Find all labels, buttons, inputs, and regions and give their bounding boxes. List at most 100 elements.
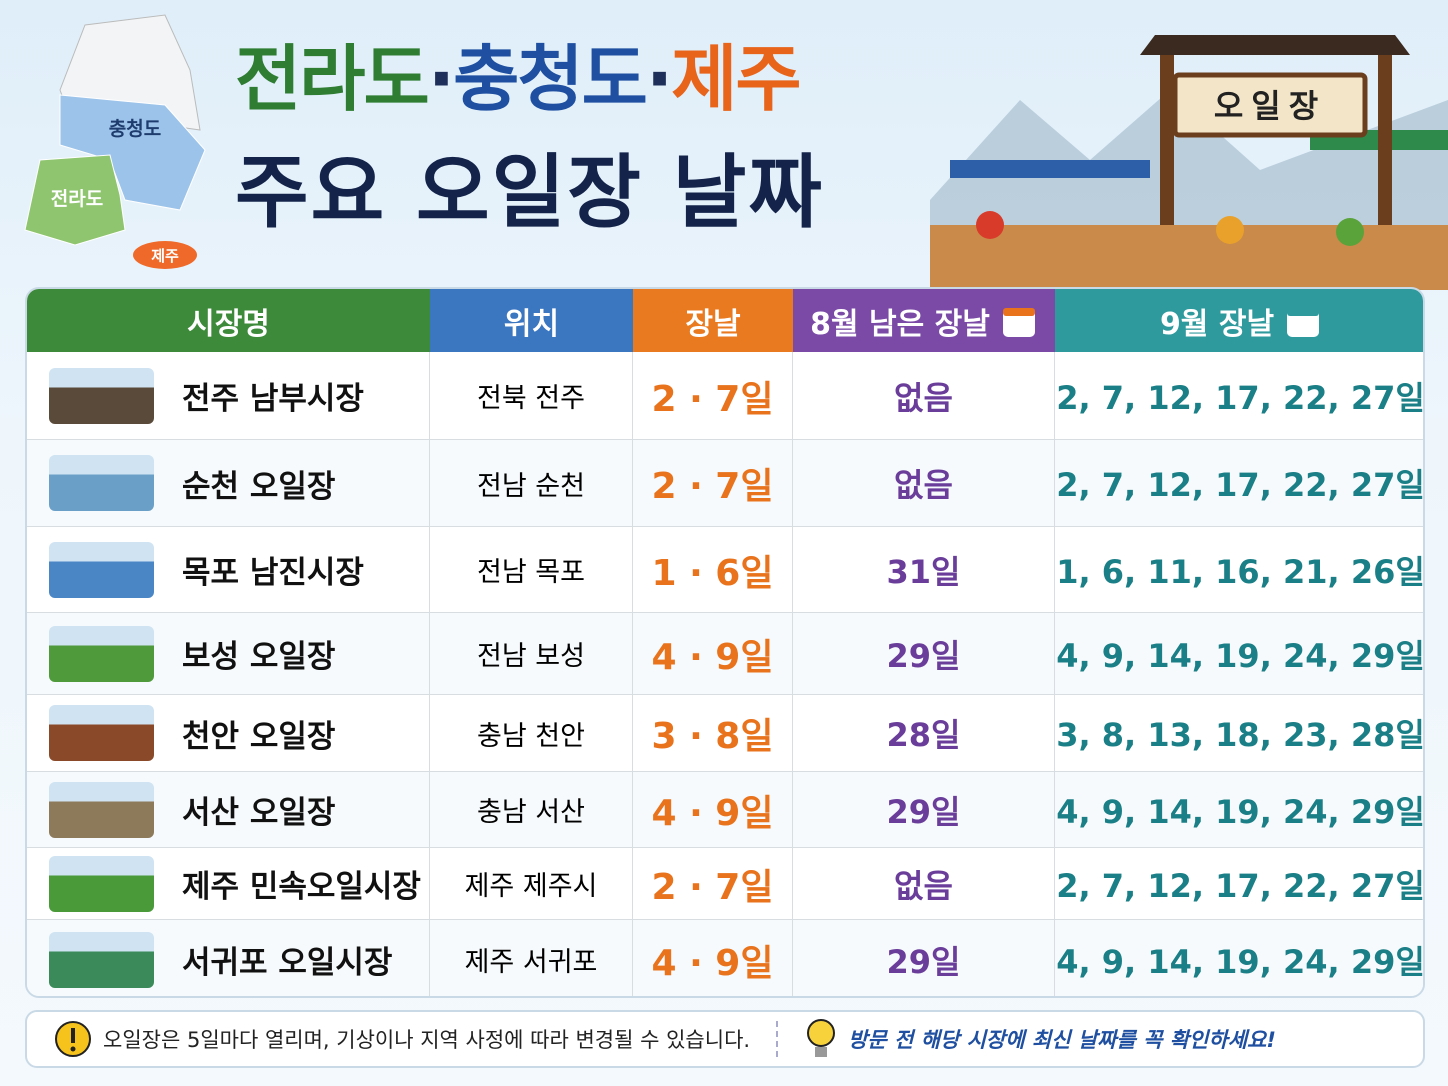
market-icon <box>49 625 154 682</box>
market-days: 1 · 6일 <box>633 527 793 613</box>
cell-text: 전남 보성 <box>477 641 585 672</box>
sign-board <box>1172 72 1368 138</box>
cell-text: 4, 9, 14, 19, 24, 29일 <box>1056 636 1425 675</box>
market-days: 2 · 7일 <box>633 440 793 527</box>
market-icon <box>49 541 154 598</box>
cell-text: 서산 오일장 <box>182 795 336 831</box>
location: 충남 천안 <box>430 695 633 772</box>
market-days: 4 · 9일 <box>633 772 793 848</box>
market-days: 4 · 9일 <box>633 920 793 996</box>
september-days: 2, 7, 12, 17, 22, 27일 <box>1055 352 1425 440</box>
footer: 오일장은 5일마다 열리며, 기상이나 지역 사정에 따라 변경될 수 있습니다… <box>25 1010 1425 1068</box>
title-line2: 주요 오일장 날짜 <box>235 146 824 239</box>
market-icon <box>49 455 154 511</box>
header-text: 9월 장날 <box>1159 306 1275 342</box>
cell-text: 2, 7, 12, 17, 22, 27일 <box>1056 378 1425 417</box>
cell-text: 2, 7, 12, 17, 22, 27일 <box>1056 866 1425 905</box>
cell-text: 없음 <box>894 866 953 905</box>
cell-text: 전주 남부시장 <box>182 381 364 417</box>
september-days: 1, 6, 11, 16, 21, 26일 <box>1055 527 1423 613</box>
september-days: 2, 7, 12, 17, 22, 27일 <box>1055 848 1425 920</box>
title-part: · <box>427 37 455 121</box>
market-icon <box>49 931 154 988</box>
stalls <box>930 225 1448 290</box>
title-part: 충청도 <box>453 37 648 121</box>
cell-text: 전남 목포 <box>477 557 585 588</box>
cell-text: 2 · 7일 <box>651 866 774 908</box>
header-text: 8월 남은 장날 <box>810 306 990 342</box>
header-cell: 9월 장날 <box>1055 289 1423 352</box>
cell-text: 충남 천안 <box>477 720 585 752</box>
awning <box>950 160 1150 178</box>
calendar-icon <box>1287 307 1320 337</box>
produce <box>1216 216 1244 244</box>
cell-text: 전남 순천 <box>477 470 585 502</box>
august-days: 29일 <box>793 920 1055 996</box>
map-jeolla <box>24 154 126 246</box>
divider <box>776 1021 779 1057</box>
cell-text: 2, 7, 12, 17, 22, 27일 <box>1056 466 1425 504</box>
market-illustration: 오일장 <box>930 35 1448 290</box>
august-days: 31일 <box>793 527 1055 613</box>
market-icon <box>49 367 154 424</box>
title-part: 전라도 <box>235 37 430 121</box>
header-cell: 시장명 <box>27 289 430 352</box>
market-name: 천안 오일장 <box>27 695 430 772</box>
august-days: 29일 <box>793 613 1055 695</box>
market-days: 3 · 8일 <box>633 695 793 772</box>
august-days: 없음 <box>793 848 1055 920</box>
location: 전북 전주 <box>430 352 633 440</box>
map-chungcheong <box>59 94 206 211</box>
cell-text: 31일 <box>886 552 961 591</box>
cell-text: 충남 서산 <box>477 797 585 828</box>
market-name: 서귀포 오일시장 <box>27 920 430 996</box>
header-cell: 위치 <box>430 289 633 352</box>
map-label: 충청도 <box>109 118 161 140</box>
market-icon <box>49 781 154 838</box>
cell-text: 28일 <box>886 716 961 754</box>
cell-text: 2 · 7일 <box>651 466 774 507</box>
market-name: 제주 민속오일시장 <box>27 848 430 920</box>
cell-text: 4 · 9일 <box>651 792 774 834</box>
market-name: 보성 오일장 <box>27 613 430 695</box>
cell-text: 3, 8, 13, 18, 23, 28일 <box>1056 716 1425 754</box>
market-icon <box>49 855 154 912</box>
august-days: 없음 <box>793 352 1055 440</box>
market-name: 전주 남부시장 <box>27 352 430 440</box>
cell-text: 29일 <box>886 636 961 675</box>
cell-text: 전북 전주 <box>477 383 585 414</box>
header-text: 위치 <box>503 306 560 342</box>
bulb-icon <box>807 1019 836 1057</box>
cell-text: 4, 9, 14, 19, 24, 29일 <box>1056 942 1425 981</box>
produce <box>976 211 1004 239</box>
title-part: 제주 <box>671 37 801 121</box>
cell-text: 3 · 8일 <box>651 716 774 757</box>
produce <box>1336 218 1364 246</box>
footer-notice: 오일장은 5일마다 열리며, 기상이나 지역 사정에 따라 변경될 수 있습니다… <box>103 1028 751 1052</box>
cell-text: 제주 제주시 <box>464 871 598 902</box>
cell-text: 목포 남진시장 <box>182 555 364 591</box>
cell-text: 4, 9, 14, 19, 24, 29일 <box>1056 792 1425 831</box>
cell-text: 제주 민속오일시장 <box>182 869 421 905</box>
location: 충남 서산 <box>430 772 633 848</box>
cell-text: 2 · 7일 <box>651 378 774 420</box>
market-name: 순천 오일장 <box>27 440 430 527</box>
cell-text: 29일 <box>886 942 961 981</box>
cell-text: 보성 오일장 <box>182 639 336 675</box>
location: 전남 순천 <box>430 440 633 527</box>
market-name: 목포 남진시장 <box>27 527 430 613</box>
august-days: 28일 <box>793 695 1055 772</box>
september-days: 4, 9, 14, 19, 24, 29일 <box>1055 772 1425 848</box>
map: 충청도 전라도 제주 <box>24 14 206 269</box>
map-label: 제주 <box>151 247 179 265</box>
september-days: 4, 9, 14, 19, 24, 29일 <box>1055 613 1425 695</box>
map-label: 전라도 <box>51 188 103 210</box>
market-days: 4 · 9일 <box>633 613 793 695</box>
cell-text: 서귀포 오일시장 <box>182 945 393 981</box>
market-table: 시장명 위치 장날 8월 남은 장날 9월 장날 전주 남부시장 전북 전주 2 · 7일 없음… <box>25 287 1425 998</box>
header-text: 장날 <box>685 306 741 342</box>
cell-text: 없음 <box>894 378 953 417</box>
cell-text: 4 · 9일 <box>651 942 774 984</box>
footer-tip: 방문 전 해당 시장에 최신 날짜를 꼭 확인하세요! <box>848 1028 1276 1052</box>
